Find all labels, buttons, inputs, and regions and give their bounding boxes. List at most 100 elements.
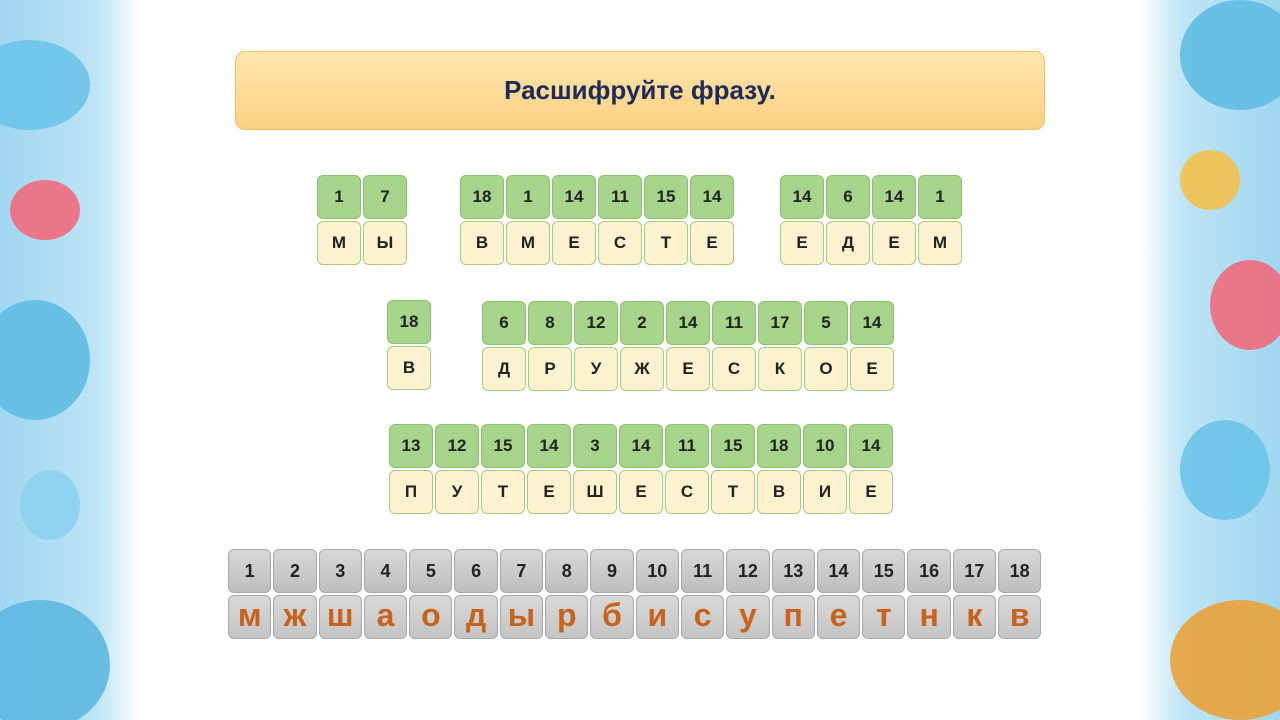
decoded-letter: П [389, 470, 433, 514]
cipher-number: 1 [506, 175, 550, 219]
key-number: 8 [545, 549, 589, 593]
key-letter: п [771, 595, 815, 639]
cipher-number: 11 [712, 301, 756, 345]
key-number: 14 [816, 549, 861, 593]
cipher-number: 11 [598, 175, 642, 219]
key-letter: т [862, 595, 906, 639]
key-number: 11 [680, 549, 725, 593]
cipher-number: 17 [758, 301, 802, 345]
key-cell: 12 у [725, 549, 770, 639]
cipher-number: 14 [666, 301, 710, 345]
decoded-letter: В [460, 221, 504, 265]
key-letter: к [952, 595, 997, 639]
cipher-number: 14 [527, 424, 571, 468]
decoded-letter: М [506, 221, 550, 265]
key-number: 2 [273, 549, 317, 593]
cipher-cell: 14 Е [779, 175, 825, 265]
key-letter: о [409, 595, 453, 639]
word-group: 13 П 12 У 15 Т 14 Е 3 Ш 14 Е 11 С 15 Т 18 В 10 И 14 Е [388, 424, 894, 514]
decoded-letter: Т [711, 470, 755, 514]
cipher-cell: 11 С [597, 175, 643, 265]
key-number: 7 [499, 549, 544, 593]
cipher-cell: 18 В [386, 300, 432, 390]
word-group: 14 Е 6 Д 14 Е 1 М [779, 175, 963, 265]
key-number: 15 [862, 549, 906, 593]
cipher-number: 3 [573, 424, 617, 468]
key-letter: р [545, 595, 589, 639]
cipher-cell: 14 Е [849, 301, 895, 391]
cipher-number: 2 [620, 301, 664, 345]
cipher-cell: 14 Е [618, 424, 664, 514]
key-letter: ы [499, 595, 544, 639]
key-letter: ж [273, 595, 317, 639]
cipher-number: 5 [804, 301, 848, 345]
cipher-cell: 10 И [802, 424, 848, 514]
key-letter: у [726, 595, 770, 639]
decoded-letter: С [712, 347, 756, 391]
decoded-letter: В [387, 346, 431, 390]
cipher-number: 18 [387, 300, 431, 344]
key-number: 6 [454, 549, 498, 593]
decoded-letter: Ы [363, 221, 407, 265]
cipher-number: 15 [481, 424, 525, 468]
decoded-letter: Ш [573, 470, 617, 514]
cipher-number: 14 [849, 424, 893, 468]
page-title: Расшифруйте фразу. [504, 75, 776, 105]
decoded-letter: У [435, 470, 479, 514]
cipher-cell: 18 В [756, 424, 802, 514]
cipher-number: 6 [482, 301, 526, 345]
title-banner: Расшифруйте фразу. [235, 51, 1045, 130]
key-letter: б [590, 595, 634, 639]
key-number: 10 [635, 549, 679, 593]
cipher-number: 14 [552, 175, 596, 219]
cipher-cell: 13 П [388, 424, 434, 514]
decoded-letter: Т [644, 221, 688, 265]
decoded-letter: Д [826, 221, 870, 265]
cipher-cell: 14 Е [848, 424, 894, 514]
word-group: 6 Д 8 Р 12 У 2 Ж 14 Е 11 С 17 К 5 О 14 Е [481, 301, 895, 391]
decoded-letter: Е [690, 221, 734, 265]
key-cell: 11 с [680, 549, 725, 639]
cipher-cell: 14 Е [551, 175, 597, 265]
decoded-letter: Е [619, 470, 663, 514]
key-letter: ш [318, 595, 362, 639]
cipher-number: 14 [690, 175, 734, 219]
decoded-letter: Е [850, 347, 894, 391]
key-number: 4 [363, 549, 408, 593]
decoded-letter: М [317, 221, 361, 265]
decoded-letter: Е [666, 347, 710, 391]
decoded-letter: С [665, 470, 709, 514]
key-cell: 16 н [906, 549, 951, 639]
cipher-cell: 12 У [434, 424, 480, 514]
key-letter: м [228, 595, 272, 639]
cipher-cell: 18 В [459, 175, 505, 265]
cipher-number: 8 [528, 301, 572, 345]
key-cell: 13 п [771, 549, 816, 639]
key-number: 12 [726, 549, 770, 593]
decorative-border-right [1140, 0, 1280, 720]
cipher-cell: 15 Т [643, 175, 689, 265]
cipher-number: 14 [780, 175, 824, 219]
key-number: 5 [409, 549, 453, 593]
key-cell: 17 к [952, 549, 997, 639]
decoded-letter: Ж [620, 347, 664, 391]
decoded-letter: К [758, 347, 802, 391]
cipher-key: 1 м 2 ж 3 ш 4 а 5 о 6 д 7 ы 8 р 9 б 10 и 11 с 12 у 13 п 14 е 15 т 16 н 1… [227, 549, 1042, 639]
cipher-number: 6 [826, 175, 870, 219]
key-cell: 14 е [816, 549, 861, 639]
key-number: 13 [771, 549, 815, 593]
key-letter: а [363, 595, 408, 639]
cipher-cell: 17 К [757, 301, 803, 391]
decoded-letter: Е [780, 221, 824, 265]
